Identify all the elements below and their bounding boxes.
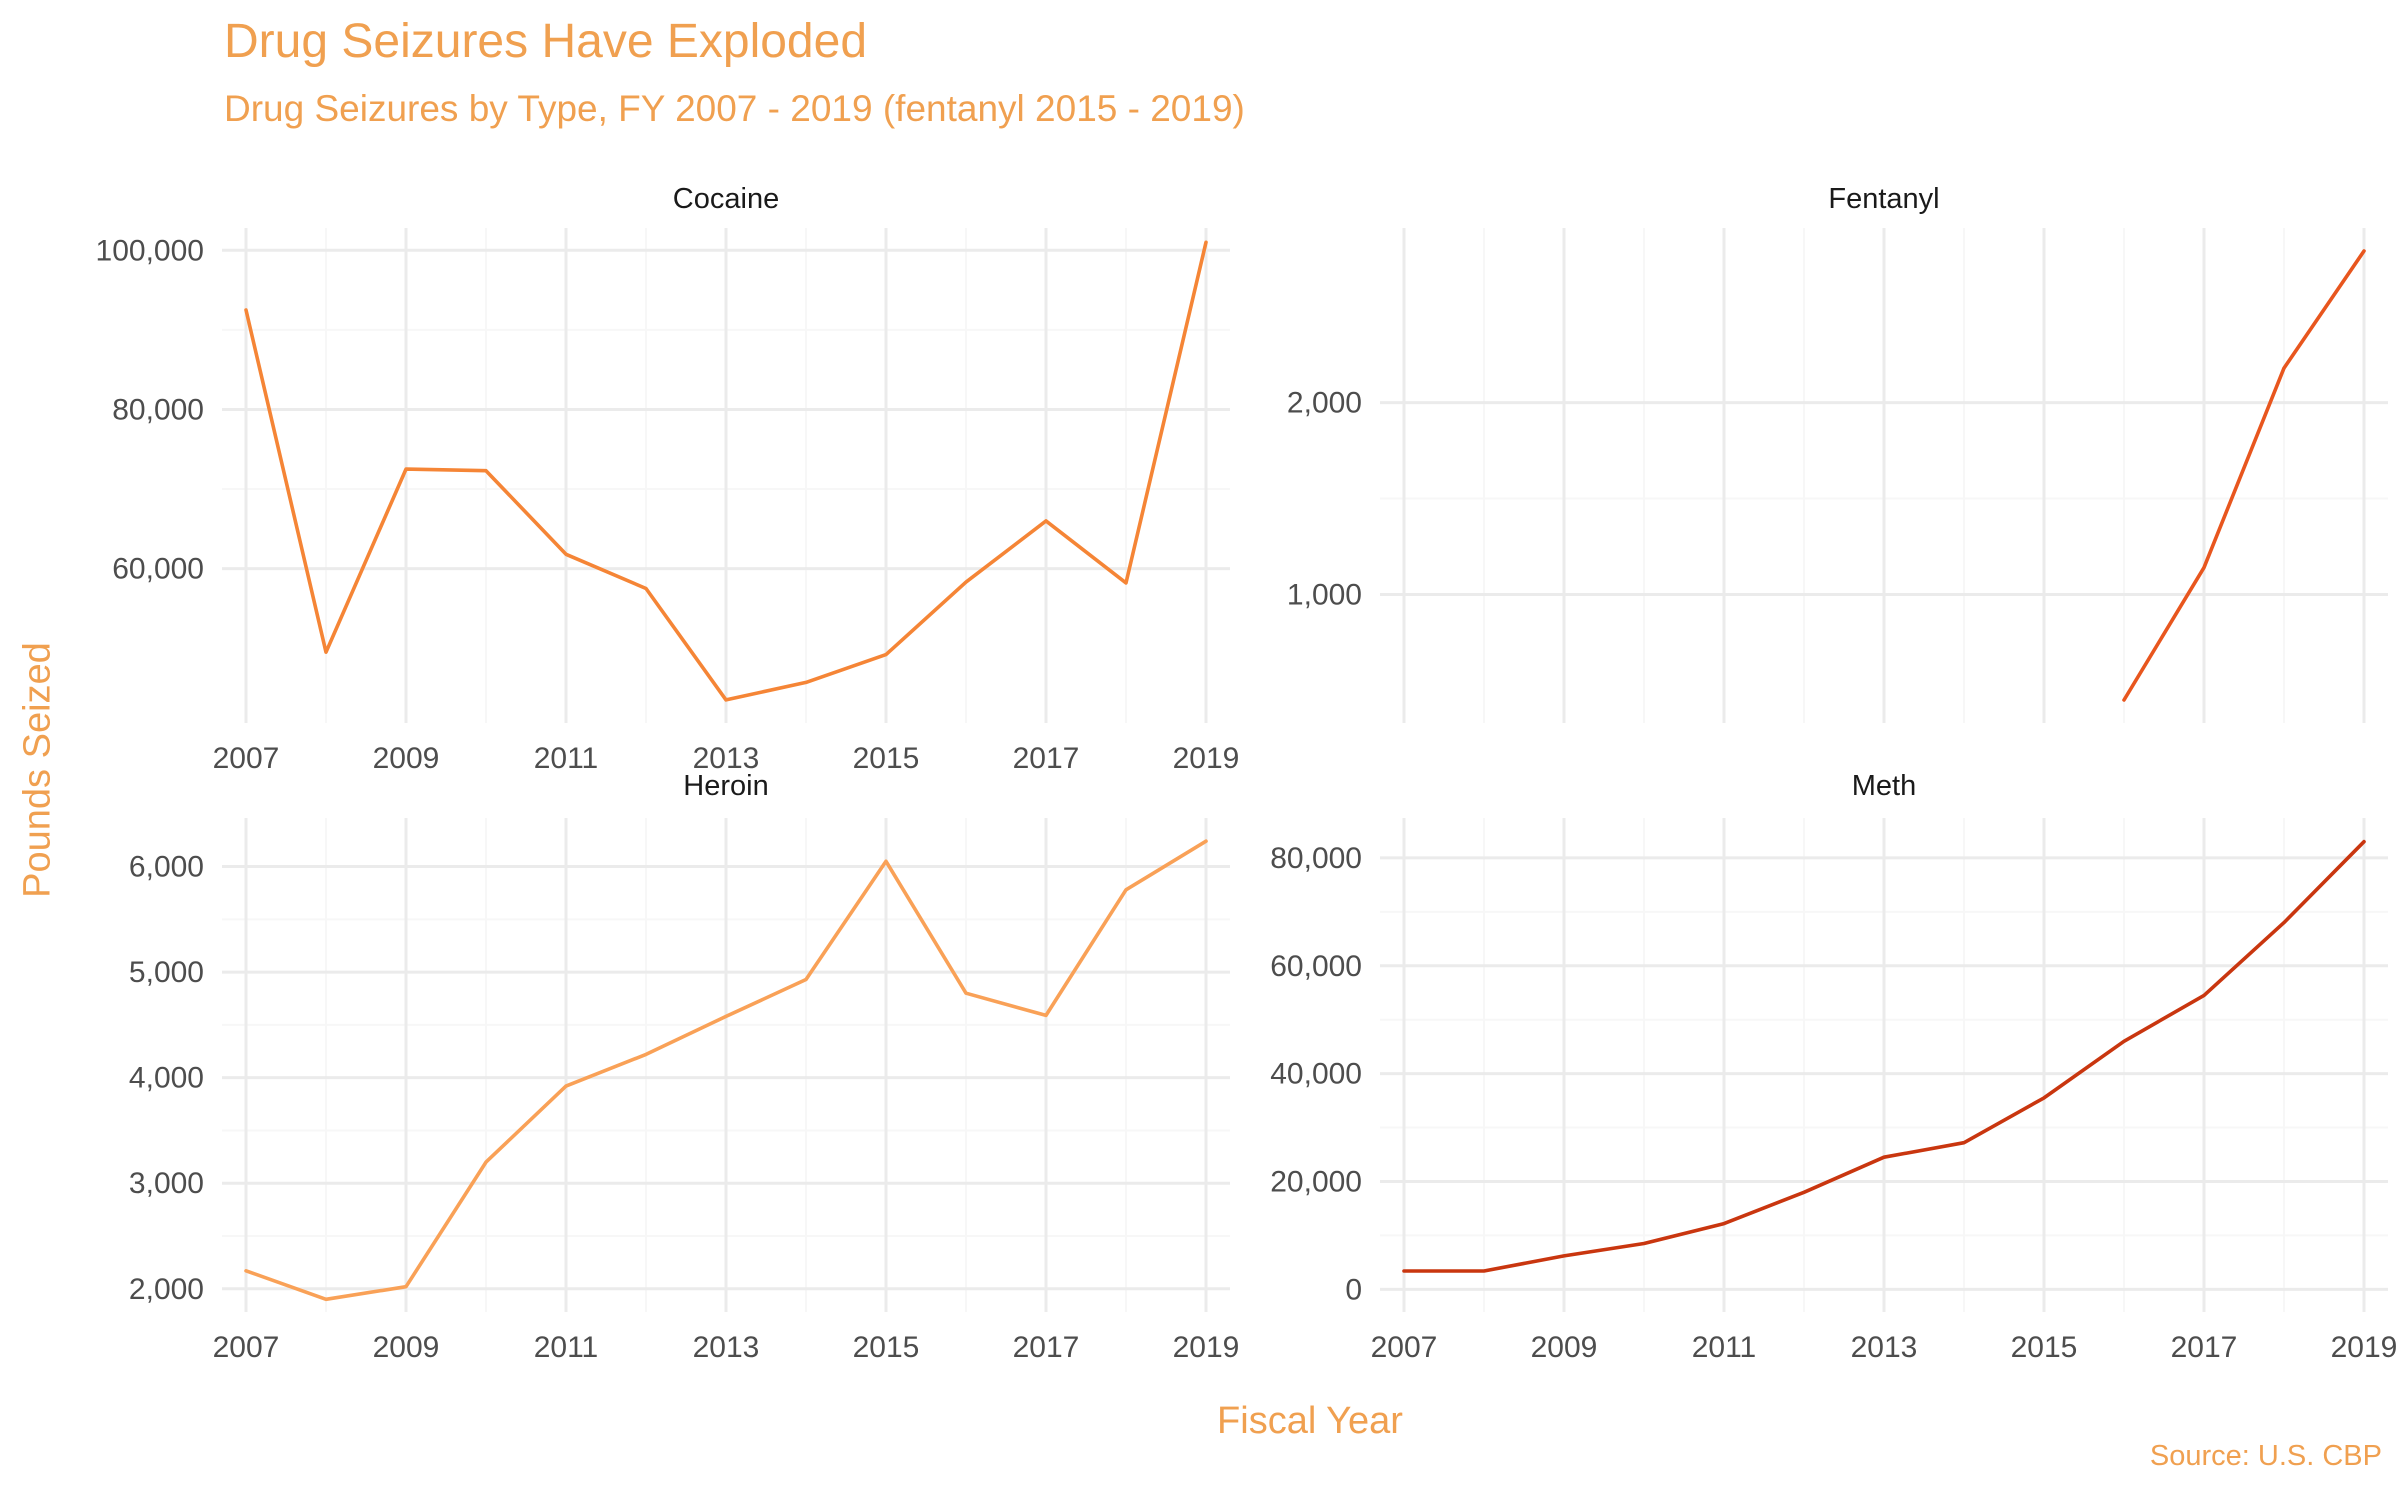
heroin-data-point	[1203, 838, 1209, 844]
chart-title: Drug Seizures Have Exploded	[224, 15, 868, 68]
x-axis-label: Fiscal Year	[1217, 1400, 1403, 1442]
meth-panel-title: Meth	[1852, 770, 1916, 802]
meth-data-point	[1881, 1154, 1887, 1160]
fentanyl-panel-title: Fentanyl	[1828, 183, 1939, 215]
meth-data-point	[1801, 1189, 1807, 1195]
meth-x-tick-label: 2013	[1851, 1331, 1918, 1364]
heroin-x-tick-label: 2007	[213, 1331, 280, 1364]
cocaine-data-point	[323, 649, 329, 655]
meth-data-point	[2281, 920, 2287, 926]
chart-subtitle: Drug Seizures by Type, FY 2007 - 2019 (f…	[224, 88, 1245, 129]
heroin-x-tick-label: 2009	[373, 1331, 440, 1364]
cocaine-x-tick-label: 2017	[1013, 742, 1080, 775]
meth-y-tick-label: 40,000	[1270, 1058, 1362, 1091]
fentanyl-data-point	[2361, 248, 2367, 254]
cocaine-data-point	[963, 579, 969, 585]
heroin-data-point	[563, 1083, 569, 1089]
meth-data-point	[2041, 1095, 2047, 1101]
meth-data-point	[1961, 1140, 1967, 1146]
cocaine-y-tick-label: 80,000	[112, 393, 204, 426]
cocaine-data-point	[483, 468, 489, 474]
cocaine-series-line	[244, 240, 1208, 702]
heroin-x-tick-label: 2019	[1173, 1331, 1240, 1364]
heroin-y-tick-label: 6,000	[129, 851, 204, 884]
heroin-x-tick-label: 2013	[693, 1331, 760, 1364]
cocaine-data-point	[883, 652, 889, 658]
heroin-y-tick-label: 2,000	[129, 1273, 204, 1306]
cocaine-data-point	[643, 586, 649, 592]
heroin-data-point	[963, 990, 969, 996]
heroin-series-line	[244, 839, 1208, 1302]
cocaine-y-tick-label: 60,000	[112, 553, 204, 586]
heroin-data-point	[1123, 887, 1129, 893]
cocaine-x-tick-label: 2015	[853, 742, 920, 775]
cocaine-y-tick-label: 100,000	[96, 234, 204, 267]
meth-x-tick-label: 2015	[2011, 1331, 2078, 1364]
meth-data-point	[1721, 1221, 1727, 1227]
heroin-x-tick-label: 2015	[853, 1331, 920, 1364]
heroin-y-tick-label: 3,000	[129, 1167, 204, 1200]
meth-data-point	[1481, 1268, 1487, 1274]
heroin-data-point	[803, 977, 809, 983]
fentanyl-data-point	[2281, 365, 2287, 371]
meth-x-tick-label: 2017	[2171, 1331, 2238, 1364]
meth-x-tick-label: 2011	[1692, 1331, 1757, 1364]
meth-series-line	[1402, 839, 2366, 1273]
heroin-x-tick-label: 2011	[534, 1331, 599, 1364]
meth-y-tick-label: 0	[1345, 1273, 1362, 1306]
heroin-data-point	[483, 1159, 489, 1165]
cocaine-data-point	[803, 679, 809, 685]
heroin-data-point	[883, 858, 889, 864]
heroin-panel-title: Heroin	[683, 770, 768, 802]
fentanyl-data-point	[2121, 697, 2127, 703]
cocaine-x-tick-label: 2007	[213, 742, 280, 775]
heroin-data-point	[403, 1284, 409, 1290]
heroin-y-tick-label: 5,000	[129, 956, 204, 989]
cocaine-data-point	[723, 697, 729, 703]
meth-data-point	[1401, 1268, 1407, 1274]
heroin-data-point	[723, 1013, 729, 1019]
cocaine-data-point	[243, 307, 249, 313]
heroin-y-tick-label: 4,000	[129, 1062, 204, 1095]
meth-data-point	[2121, 1038, 2127, 1044]
heroin-x-tick-label: 2017	[1013, 1331, 1080, 1364]
cocaine-data-point	[1123, 580, 1129, 586]
meth-y-tick-label: 60,000	[1270, 950, 1362, 983]
source-caption: Source: U.S. CBP	[2149, 1440, 2382, 1472]
cocaine-x-tick-label: 2011	[534, 742, 599, 775]
heroin-data-point	[1043, 1012, 1049, 1018]
cocaine-panel-title: Cocaine	[673, 183, 779, 215]
heroin-data-point	[323, 1296, 329, 1302]
cocaine-x-tick-label: 2009	[373, 742, 440, 775]
fentanyl-y-tick-label: 2,000	[1287, 387, 1362, 420]
fentanyl-data-point	[2201, 565, 2207, 571]
cocaine-data-point	[1043, 518, 1049, 524]
meth-x-tick-label: 2009	[1531, 1331, 1598, 1364]
heroin-data-point	[243, 1268, 249, 1274]
cocaine-x-tick-label: 2013	[693, 742, 760, 775]
cocaine-x-tick-label: 2019	[1173, 742, 1240, 775]
meth-x-tick-label: 2007	[1371, 1331, 1438, 1364]
cocaine-data-point	[1203, 239, 1209, 245]
cocaine-data-point	[563, 551, 569, 557]
cocaine-data-point	[403, 466, 409, 472]
fentanyl-series-line	[2122, 249, 2366, 702]
meth-data-point	[2201, 992, 2207, 998]
heroin-data-point	[643, 1051, 649, 1057]
meth-y-tick-label: 80,000	[1270, 842, 1362, 875]
meth-y-tick-label: 20,000	[1270, 1165, 1362, 1198]
meth-x-tick-label: 2019	[2331, 1331, 2398, 1364]
fentanyl-y-tick-label: 1,000	[1287, 578, 1362, 611]
meth-data-point	[2361, 839, 2367, 845]
meth-data-point	[1561, 1253, 1567, 1259]
meth-data-point	[1641, 1241, 1647, 1247]
